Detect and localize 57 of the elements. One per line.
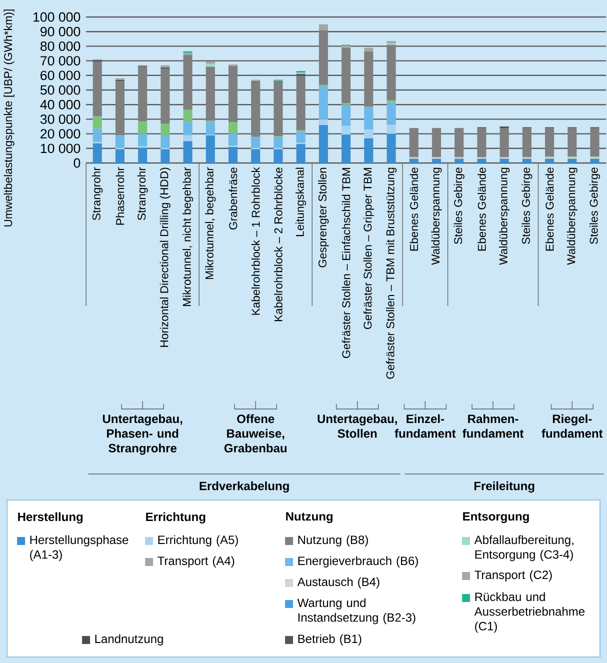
x-tick-label: Waldüberspannung — [431, 168, 442, 265]
legend-label: Wartung und Instandsetzung (B2-3) — [297, 598, 416, 624]
legend-label: Abfallaufbereitung, Entsorgung (C3-4) — [474, 535, 574, 562]
text: Untertagebau, Phasen- und Strangrohre — [102, 414, 182, 455]
x-tick-label: Gefräster Stollen – TBM mit Bruststützung — [386, 168, 396, 379]
y-tick-label: 30 000 — [40, 114, 80, 124]
y-tick-label: 50 000 — [40, 85, 80, 95]
x-tick-label: Steiles Gebirge — [589, 168, 600, 244]
y-tick-label: 40 000 — [40, 100, 80, 110]
legend-label: Energieverbrauch (B6) — [298, 556, 418, 568]
text: Erdverkabelung — [200, 481, 289, 493]
y-tick-label: 20 000 — [40, 129, 80, 139]
legend-label: Nutzung (B8) — [298, 535, 368, 546]
text: Offene Bauweise, Grabenbau — [224, 414, 286, 452]
x-tick-label: Gefräster Stollen – Gripper TBM — [363, 168, 374, 329]
y-tick-label: 0 — [74, 158, 80, 168]
legend-label: Transport (C2) — [474, 570, 552, 582]
x-tick-label: Waldüberspannung — [498, 168, 510, 265]
text: Entsorgung — [463, 512, 529, 524]
y-tick-label: 90 000 — [40, 26, 80, 36]
x-tick-label: Kabelrohrblock – 2 Rohrblöcke — [274, 168, 282, 322]
text: Herstellung — [18, 512, 82, 524]
x-tick-label: Kabelrohrblock – 1 Rohrblock — [251, 167, 260, 315]
x-tick-label: Phasenrohr — [116, 167, 124, 225]
x-tick-label: Gefräster Stollen – Einfachschild TBM — [342, 168, 350, 358]
y-tick-label: 70 000 — [40, 56, 80, 66]
x-tick-label: Strangrohr — [137, 167, 148, 220]
x-tick-label: Leitungskanal — [295, 168, 306, 236]
legend-label: Transport (A4) — [158, 556, 234, 568]
text: Errichtung — [146, 512, 206, 524]
x-tick-label: Mikrotunnel, begehbar — [205, 167, 216, 279]
legend-label: Rückbau und Ausserbetriebnahme (C1) — [474, 592, 584, 633]
text: Riegel- fundament — [542, 414, 603, 438]
legend-label: Austausch (B4) — [297, 577, 380, 588]
x-tick-label: Ebenes Gelände — [545, 168, 554, 251]
x-tick-label: Ebenes Gelände — [477, 168, 486, 251]
x-tick-label: Grabenfräse — [228, 168, 238, 230]
x-tick-label: Ebenes Gelände — [410, 168, 418, 251]
y-tick-label: 60 000 — [40, 70, 80, 80]
y-axis-title: Umweltbelastungspunkte [UBP/ (GWh*km)] — [4, 10, 14, 226]
y-tick-label: 80 000 — [40, 41, 80, 51]
legend-label: Errichtung (A5) — [158, 535, 238, 546]
text: Freileitung — [474, 481, 534, 493]
x-tick-label: Steiles Gebirge — [454, 168, 464, 244]
x-tick-label: Steiles Gebirge — [522, 168, 532, 244]
text: Rahmen- fundament — [462, 414, 524, 438]
legend-label: Betrieb (B1) — [298, 634, 362, 646]
legend-label: Herstellungsphase (A1-3) — [30, 535, 128, 562]
x-tick-label: Horizontal Directional Drilling (HDD) — [160, 168, 170, 347]
x-tick-label: Gesprengter Stollen — [318, 168, 329, 268]
x-tick-label: Waldüberspannung — [566, 168, 578, 265]
x-tick-label: Mikrotunnel, nicht begehbar — [182, 167, 194, 306]
text: Nutzung — [286, 512, 332, 524]
y-tick-label: 100 000 — [33, 12, 80, 22]
legend-label: Landnutzung — [95, 634, 163, 646]
y-tick-label: 10 000 — [40, 144, 80, 154]
x-tick-label: Strangrohr — [92, 167, 103, 220]
